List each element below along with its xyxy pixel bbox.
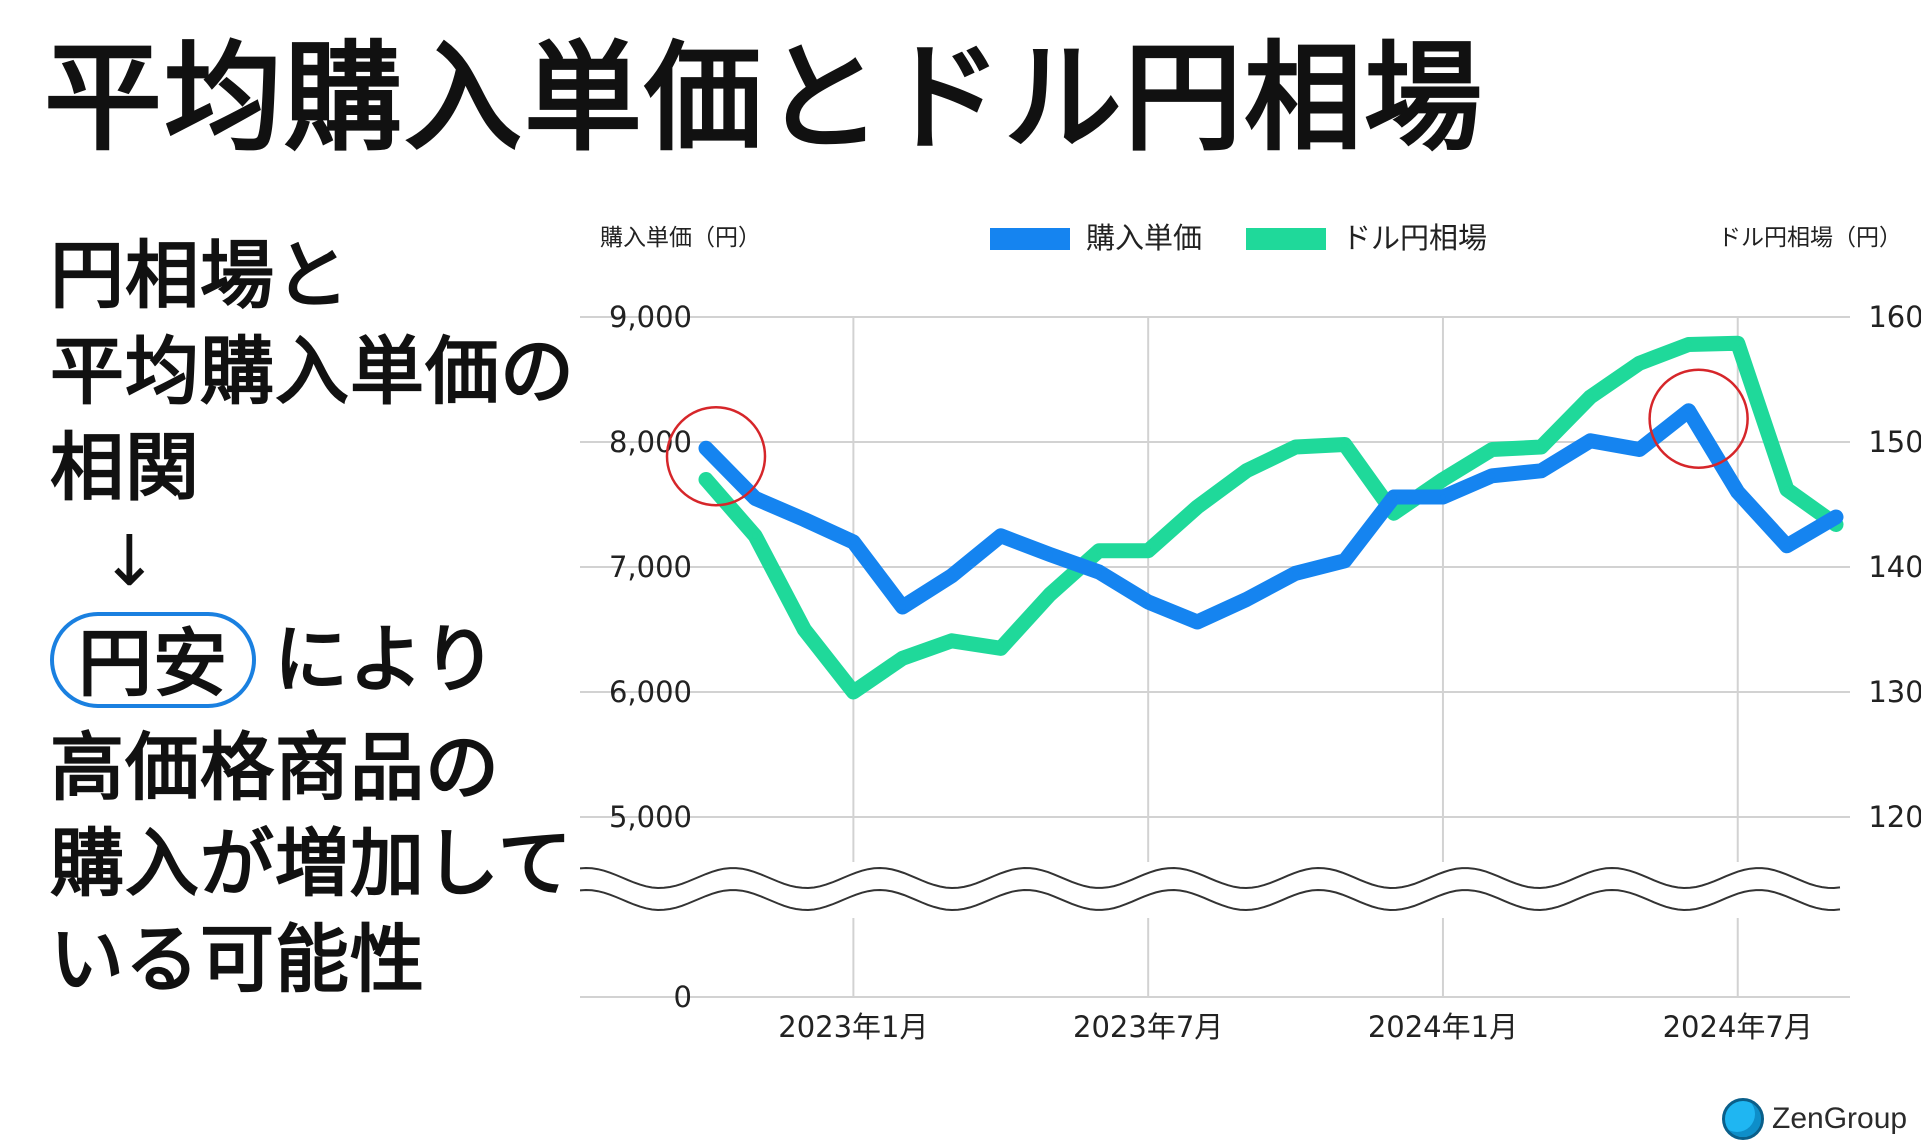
commentary-line: 平均購入単価の: [50, 329, 575, 415]
legend-label: ドル円相場: [1342, 221, 1487, 255]
data-point: [1243, 596, 1250, 603]
data-point: [1194, 504, 1201, 510]
data-point: [1636, 446, 1643, 453]
x-tick-label: 2024年7月: [1663, 1010, 1813, 1044]
data-point: [1489, 472, 1496, 479]
price-fx-chart: 2023年1月 2023年7月 2024年1月 2024年7月 9,000 8,000 7,…: [580, 221, 1921, 1044]
data-point: [1783, 542, 1790, 549]
zengroup-logo: ZenGroup: [1722, 1098, 1907, 1140]
data-point: [997, 645, 1004, 652]
data-point: [703, 476, 709, 483]
data-point: [948, 637, 955, 644]
commentary-line: 相関: [50, 425, 200, 511]
data-point: [1243, 467, 1250, 474]
data-point: [1341, 441, 1348, 448]
commentary-line: 高価格商品の: [50, 725, 500, 811]
legend-label: 購入単価: [1086, 221, 1202, 255]
data-point: [1439, 476, 1446, 483]
yen-weak-row: 円安 により: [50, 612, 570, 720]
data-point: [899, 655, 906, 662]
left-tick-label: 7,000: [609, 550, 692, 584]
left-tick-label: 0: [674, 980, 692, 1014]
data-point: [850, 539, 857, 545]
data-point: [1292, 444, 1299, 450]
data-point: [850, 689, 857, 695]
data-point: [703, 445, 709, 452]
series-line-fx: [698, 335, 1844, 700]
right-tick-label: 140: [1868, 550, 1921, 584]
series-line-price: [698, 403, 1844, 630]
page-title: 平均購入単価とドル円相場: [44, 29, 1485, 167]
axis-break-band: [580, 862, 1850, 918]
data-point: [1292, 570, 1299, 577]
left-tick-label: 5,000: [609, 800, 692, 834]
data-point: [1341, 557, 1348, 564]
data-point: [1538, 467, 1545, 474]
data-point: [1390, 510, 1397, 517]
highlight-circle: [1648, 368, 1749, 469]
data-point: [997, 532, 1004, 539]
data-point: [1046, 551, 1053, 558]
data-point: [1685, 407, 1692, 414]
data-point: [801, 516, 808, 523]
data-point: [801, 626, 808, 633]
axis-break-wave: [580, 888, 1841, 912]
data-point: [1489, 446, 1496, 453]
data-point: [948, 572, 955, 579]
yen-weak-pill: 円安: [50, 612, 256, 708]
data-point: [752, 532, 759, 539]
data-point: [1096, 547, 1103, 554]
commentary-line: 購入が増加して: [50, 821, 573, 907]
data-point: [1046, 591, 1053, 598]
data-point: [1783, 486, 1790, 493]
data-point: [1734, 340, 1741, 347]
left-tick-label: 6,000: [609, 675, 692, 709]
data-point: [1833, 514, 1839, 520]
right-tick-label: 150: [1868, 425, 1921, 459]
commentary-line: により: [274, 617, 498, 703]
right-tick-label: 130: [1868, 675, 1921, 709]
highlight-circle: [665, 406, 767, 507]
left-tick-label: 9,000: [609, 300, 692, 334]
commentary: 円相場と 平均購入単価の 相関 ↓ 円安 により 高価格商品の 購入が増加して い…: [50, 228, 575, 1008]
data-point: [1734, 489, 1741, 495]
data-point: [1390, 494, 1397, 500]
data-point: [1145, 547, 1152, 554]
data-point: [1194, 619, 1201, 625]
commentary-line: 円相場と: [50, 233, 350, 319]
commentary-line: いる可能性: [50, 917, 425, 1003]
data-point: [1439, 494, 1446, 500]
legend-swatch: [990, 228, 1070, 250]
right-tick-label: 160: [1868, 300, 1921, 334]
legend-swatch: [1246, 228, 1326, 250]
x-tick-label: 2023年7月: [1073, 1010, 1223, 1044]
axis-break-wave: [580, 866, 1841, 890]
data-point: [1096, 569, 1103, 575]
right-axis-title: ドル円相場（円）: [1718, 225, 1902, 251]
data-point: [1587, 394, 1594, 400]
data-point: [1587, 437, 1594, 444]
data-point: [1685, 341, 1692, 348]
x-tick-label: 2024年1月: [1368, 1010, 1518, 1044]
data-point: [1538, 444, 1545, 450]
data-point: [752, 495, 759, 502]
data-point: [1636, 360, 1643, 367]
down-arrow-icon: ↓: [100, 520, 160, 602]
x-tick-label: 2023年1月: [778, 1010, 928, 1044]
logo-name: ZenGroup: [1772, 1102, 1908, 1135]
right-tick-label: 120: [1868, 800, 1921, 834]
left-tick-label: 8,000: [609, 425, 692, 459]
data-point: [899, 604, 906, 610]
left-axis-title: 購入単価（円）: [600, 225, 761, 251]
data-point: [1145, 599, 1152, 605]
zengroup-logo-icon: [1722, 1098, 1764, 1140]
